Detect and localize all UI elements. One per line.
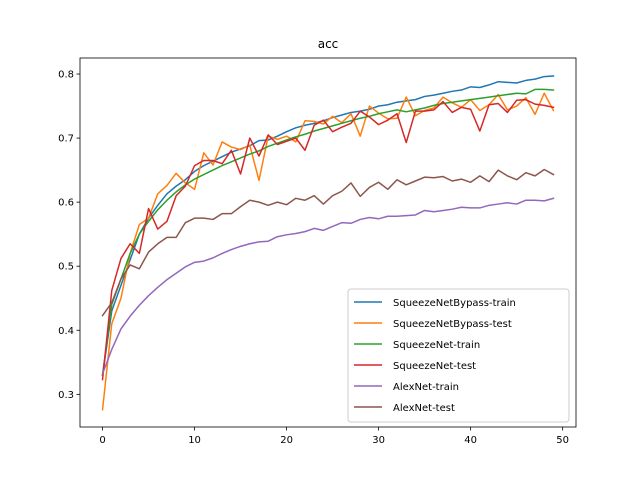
series-layer (101, 75, 555, 411)
y-tick-label: 0.3 (58, 390, 74, 401)
series-line-alexnet-train (101, 197, 555, 375)
axes-layer: 0 10 20 30 40 50 0.3 0.4 0.5 0.6 0.7 0.8 (58, 57, 577, 446)
y-tick-label: 0.6 (58, 198, 74, 209)
x-tick-label: 30 (372, 435, 385, 446)
legend-label: AlexNet-test (393, 403, 455, 414)
series-line-squeezenetbypass-test (101, 92, 555, 411)
y-tick-label: 0.8 (58, 70, 74, 81)
y-tick-label: 0.7 (58, 134, 74, 145)
x-tick-label: 10 (188, 435, 201, 446)
y-tick-label: 0.4 (58, 326, 74, 337)
plot-frame (79, 57, 577, 428)
legend-label: SqueezeNetBypass-test (393, 319, 512, 330)
x-tick-label: 40 (464, 435, 477, 446)
y-tick-label: 0.5 (58, 262, 74, 273)
x-tick-label: 0 (99, 435, 105, 446)
series-line-alexnet-test (101, 168, 555, 317)
legend: SqueezeNetBypass-train SqueezeNetBypass-t… (347, 288, 570, 423)
legend-label: SqueezeNetBypass-train (393, 298, 516, 309)
legend-label: AlexNet-train (393, 382, 459, 393)
legend-label: SqueezeNet-test (393, 361, 476, 372)
series-line-squeezenet-test (101, 98, 555, 381)
chart-title: acc (318, 37, 339, 51)
x-tick-label: 50 (556, 435, 569, 446)
legend-box (347, 288, 570, 423)
x-tick-label: 20 (280, 435, 293, 446)
legend-label: SqueezeNet-train (393, 340, 480, 351)
series-line-squeezenet-train (101, 88, 555, 376)
